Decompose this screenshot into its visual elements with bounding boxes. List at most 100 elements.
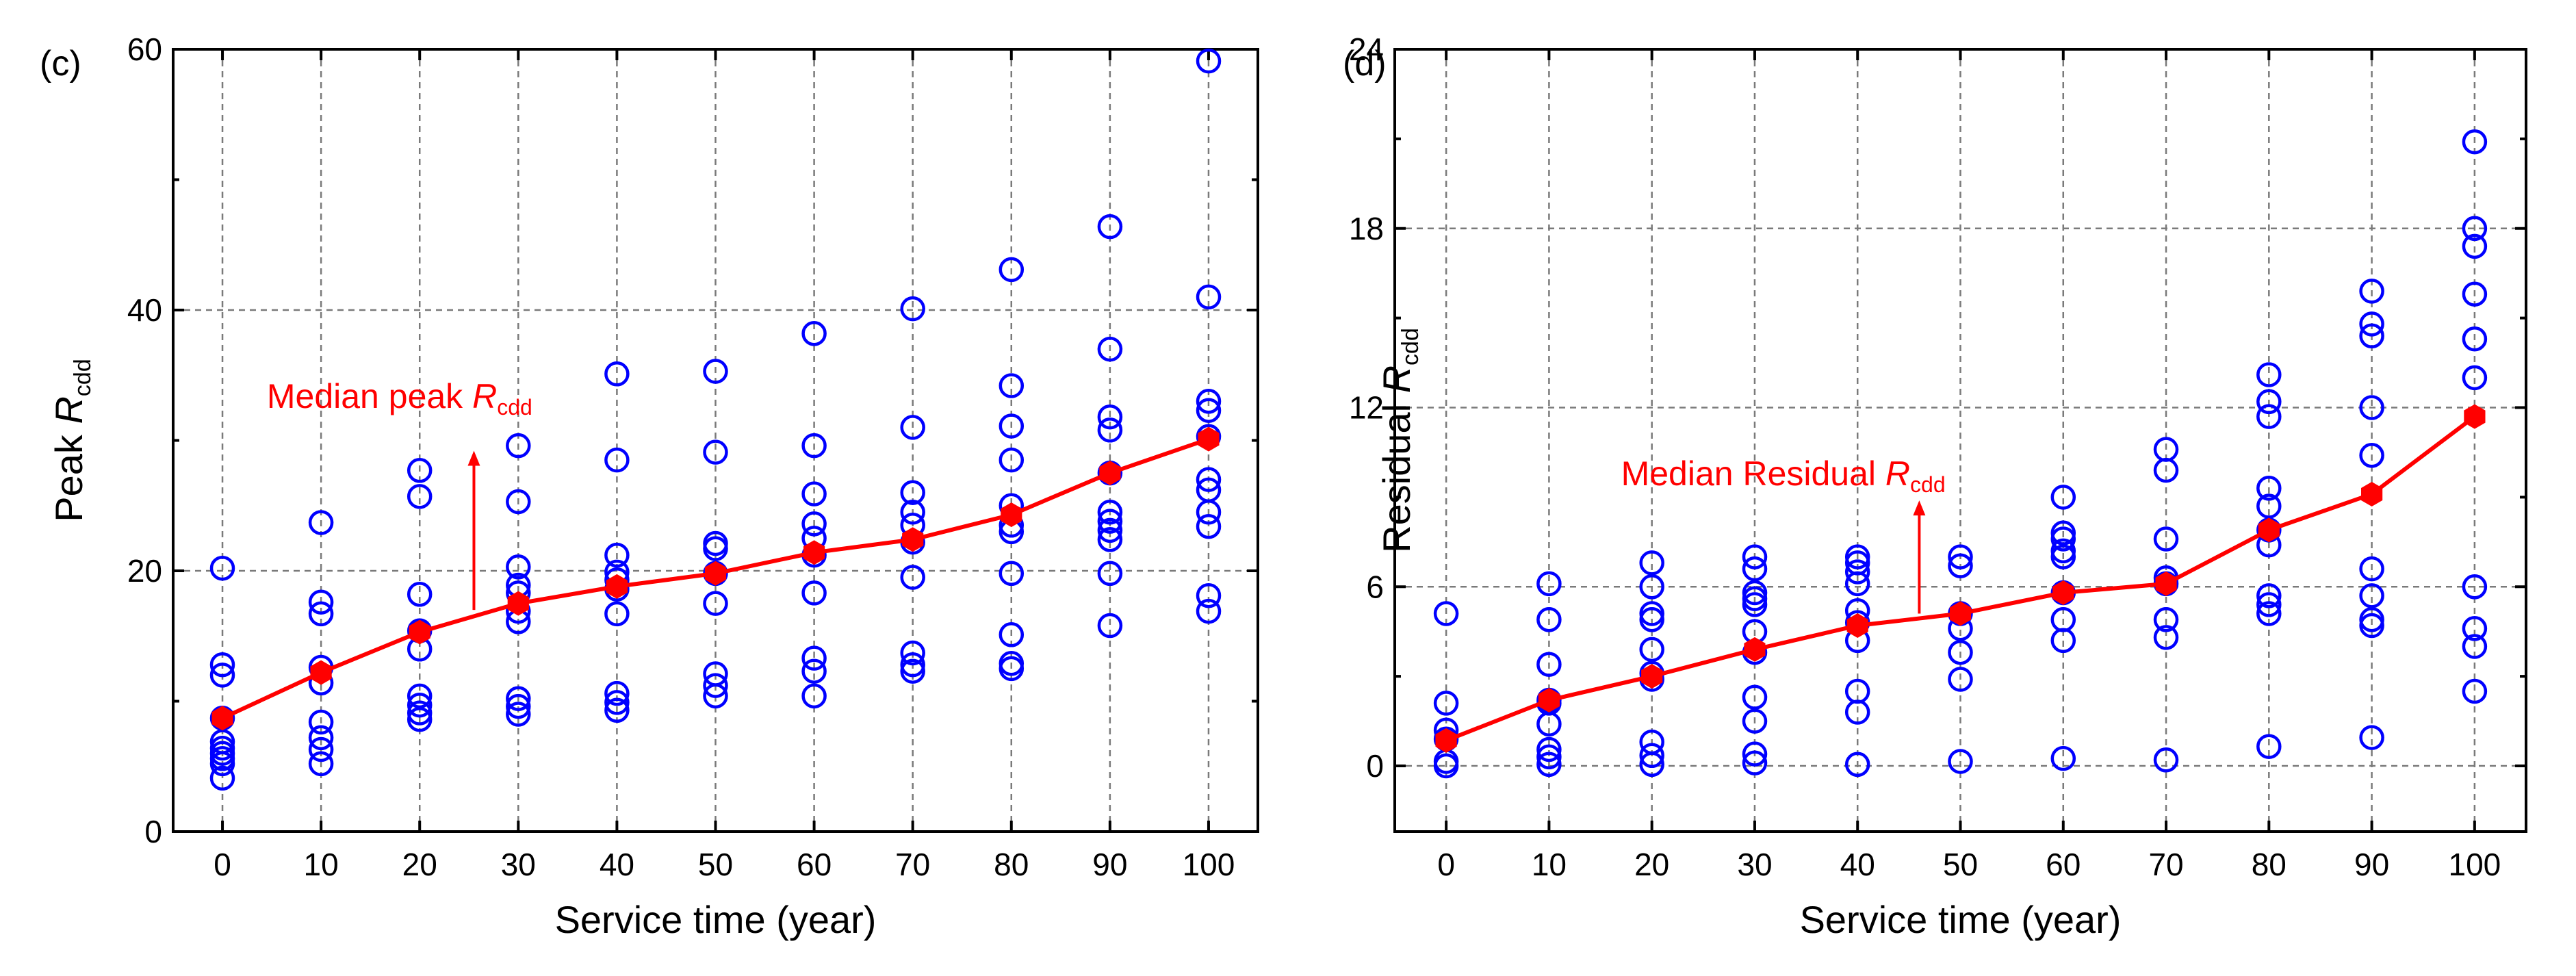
scatter-point [2050,485,2076,510]
scatter-point [1742,556,1768,582]
x-tick-label: 30 [501,847,536,882]
y-axis-title-italic-r: R [47,396,90,424]
scatter-point [703,591,728,616]
y-tick-label: 60 [127,31,162,67]
scatter-point [1196,467,1222,492]
scatter-point [801,433,827,459]
scatter-point [1196,598,1222,624]
scatter-point [1844,544,1870,569]
scatter-point [308,736,334,762]
median-point [2361,482,2383,506]
x-tick-label: 30 [1737,847,1772,882]
scatter-point [209,765,235,791]
scatter-point [1097,509,1123,534]
scatter-point [1097,517,1123,543]
scatter-point [2462,634,2488,659]
scatter-point [801,481,827,506]
annotation-text: Median peak [267,377,472,415]
annotation-label: Median peak Rcdd [267,377,532,420]
scatter-point [1948,553,1973,578]
y-axis-title: Residual Rcdd [1375,328,1424,553]
median-point [1198,426,1220,452]
scatter-point [1742,580,1768,606]
scatter-point [1844,559,1870,585]
scatter-point [407,700,433,725]
scatter-point [2256,583,2282,608]
y-tick-label: 18 [1349,211,1384,246]
scatter-point [900,500,925,525]
scatter-point [1196,389,1222,414]
scatter-point [801,321,827,346]
scatter-point [2153,437,2179,462]
scatter-point [1844,752,1870,778]
x-tick-label: 70 [895,847,930,882]
scatter-point [2359,395,2384,420]
scatter-point [1097,404,1123,430]
chart-panel-d: 0 10 20 30 40 50 60 70 80 90 100 0 6 12 18 24 Median Res… [1343,31,2527,941]
scatter-point [2359,323,2384,349]
median-point [1099,461,1121,486]
scatter-point [2050,520,2076,545]
x-tick-label: 60 [2046,847,2081,882]
x-tick-label: 100 [1183,847,1235,882]
scatter-point [1948,544,1973,569]
x-tick-label: 20 [1634,847,1669,882]
scatter-point [308,709,334,735]
scatter-point [1948,667,1973,692]
plot-frame [1393,48,2527,833]
median-point [310,660,332,685]
median-point [211,706,233,731]
scatter-point [999,622,1025,647]
scatter-point [801,645,827,671]
x-tick-label: 90 [1092,847,1127,882]
median-point [803,540,825,565]
scatter-point [1639,574,1664,600]
scatter-point [2359,279,2384,304]
y-axis-title-italic-r: R [1375,365,1418,393]
scatter-point [407,484,433,509]
x-tick-label: 70 [2148,847,2183,882]
scatter-point [1536,752,1562,778]
scatter-point [999,447,1025,473]
scatter-point [1097,418,1123,443]
scatter-point [999,561,1025,587]
scatter-point [506,693,531,719]
scatter-point [1639,743,1664,769]
scatter-point [506,686,531,711]
scatter-point [1639,607,1664,632]
y-axis-title-text: Peak [47,424,90,522]
median-point [1001,502,1022,528]
scatter-point [801,580,827,606]
scatter-point [1639,601,1664,626]
scatter-point [1196,582,1222,608]
scatter-point [1742,684,1768,710]
scatter-point [1639,729,1664,755]
x-tick-label: 10 [304,847,339,882]
scatter-point [209,729,235,754]
scatter-point [1196,48,1222,74]
scatter-point [1742,741,1768,767]
grid [1395,48,2526,832]
scatter-point [2462,326,2488,352]
median-point [2155,571,2177,596]
scatter-point [2256,592,2282,617]
median-point [2464,404,2486,429]
scatter-point [209,663,235,688]
scatter-point [1536,607,1562,632]
scatter-point [2256,404,2282,429]
scatter-point [2153,625,2179,650]
scatter-point [801,511,827,537]
scatter-point [506,489,531,515]
x-tick-label: 50 [1943,847,1978,882]
x-tick-label: 80 [2252,847,2287,882]
median-point [606,574,628,599]
scatter-point [1433,601,1459,626]
y-tick-label: 20 [127,553,162,589]
scatter-point [209,652,235,678]
x-tick-label: 10 [1532,847,1567,882]
scatter-point [2462,574,2488,600]
median-point [409,619,430,645]
x-tick-label: 40 [600,847,634,882]
scatter-point [2462,365,2488,391]
